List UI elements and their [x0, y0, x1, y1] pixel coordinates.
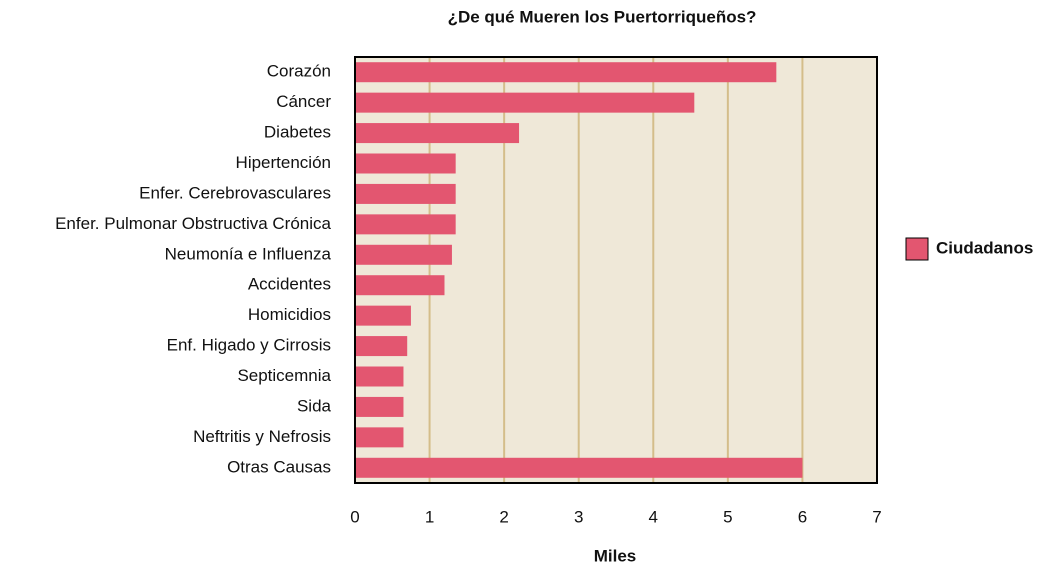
bar — [355, 427, 404, 448]
y-tick-label: Otras Causas — [227, 457, 331, 476]
bar — [355, 153, 456, 174]
x-tick-label: 3 — [574, 507, 583, 526]
y-tick-label: Accidentes — [248, 275, 331, 294]
x-tick-label: 5 — [723, 507, 732, 526]
bar — [355, 396, 404, 417]
y-tick-label: Neumonía e Influenza — [165, 244, 332, 263]
y-tick-label: Hipertención — [236, 153, 331, 172]
chart-title: ¿De qué Mueren los Puertorriqueños? — [448, 7, 757, 26]
y-tick-label: Cáncer — [276, 92, 331, 111]
bar — [355, 457, 803, 478]
x-tick-label: 2 — [499, 507, 508, 526]
x-tick-label: 4 — [649, 507, 658, 526]
y-tick-label: Enf. Higado y Cirrosis — [167, 336, 331, 355]
bar — [355, 183, 456, 204]
y-tick-label: Diabetes — [264, 123, 331, 142]
x-tick-label: 6 — [798, 507, 807, 526]
y-tick-label: Septicemnia — [237, 366, 331, 385]
bar — [355, 275, 445, 296]
bar — [355, 92, 695, 113]
bar — [355, 366, 404, 387]
y-tick-label: Corazón — [267, 62, 331, 81]
y-tick-label: Enfer. Cerebrovasculares — [139, 183, 331, 202]
bar — [355, 305, 411, 326]
y-tick-label: Neftritis y Nefrosis — [193, 427, 331, 446]
bar — [355, 214, 456, 235]
x-axis-label: Miles — [594, 546, 637, 565]
plot-area — [355, 57, 877, 483]
y-tick-label: Sida — [297, 396, 332, 415]
x-tick-label: 7 — [872, 507, 881, 526]
legend-label: Ciudadanos — [936, 238, 1033, 257]
bar — [355, 336, 408, 357]
y-tick-label: Homicidios — [248, 305, 331, 324]
y-tick-label: Enfer. Pulmonar Obstructiva Crónica — [55, 214, 331, 233]
plot-border — [354, 56, 878, 484]
x-tick-label: 0 — [350, 507, 359, 526]
x-tick-label: 1 — [425, 507, 434, 526]
bar — [355, 123, 520, 144]
legend-swatch — [905, 237, 929, 261]
bar — [355, 244, 452, 265]
bar — [355, 62, 777, 83]
